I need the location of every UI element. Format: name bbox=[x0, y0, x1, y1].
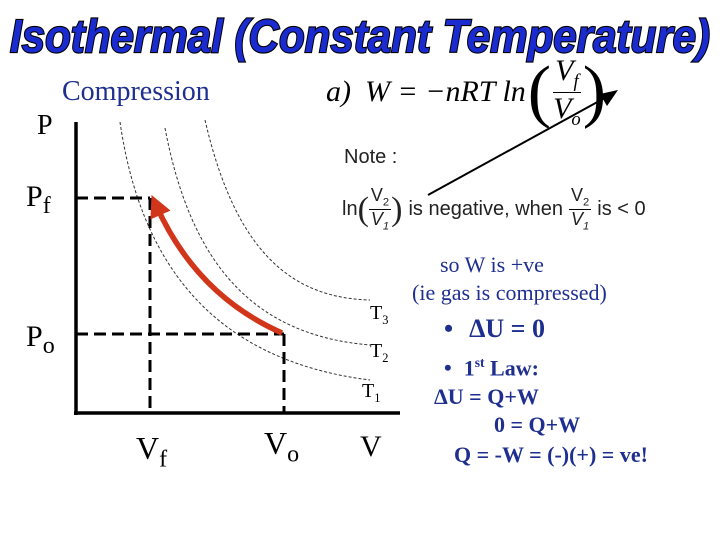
page-title: Isothermal (Constant Temperature) bbox=[10, 10, 710, 62]
note-less-than-zero: is < 0 bbox=[597, 198, 646, 221]
note-frac2-num: V2 bbox=[569, 185, 592, 211]
label-t3: T3 bbox=[370, 302, 388, 328]
explanation-line2: (ie gas is compressed) bbox=[412, 280, 607, 305]
label-vo: Vo bbox=[264, 425, 299, 468]
label-vo-sub: o bbox=[287, 441, 300, 468]
note-fraction-2: V2 V1 bbox=[569, 185, 592, 234]
note-is-negative: is negative, when bbox=[408, 198, 564, 221]
label-pf: Pf bbox=[26, 180, 51, 220]
note-v2b: V bbox=[571, 185, 584, 205]
label-vf-main: V bbox=[136, 430, 160, 466]
note-v2b-sub: 2 bbox=[583, 196, 590, 209]
label-pf-sub: f bbox=[42, 193, 51, 219]
label-t3-main: T bbox=[370, 302, 383, 324]
label-pf-main: P bbox=[26, 180, 43, 213]
label-vf: Vf bbox=[136, 430, 167, 473]
formula-label: a) bbox=[326, 75, 351, 108]
isotherm-t3 bbox=[204, 119, 371, 301]
label-t2: T2 bbox=[370, 340, 388, 366]
law-eq3: Q = -W = (-)(+) = ve! bbox=[454, 442, 648, 467]
formula-den-main: V bbox=[553, 91, 572, 125]
note-pointer-arrowhead bbox=[600, 90, 618, 106]
note-v2-sub: 2 bbox=[382, 196, 390, 209]
note-fraction: V2 V1 bbox=[368, 185, 392, 234]
note-v1b: V bbox=[571, 209, 584, 230]
formula-fraction: Vf Vo bbox=[551, 55, 583, 129]
formula-numerator: Vf bbox=[553, 55, 581, 93]
explanation-line1: so W is +ve bbox=[440, 252, 544, 277]
note-inequality: ln ( V2 V1 ) is negative, when V2 V1 is … bbox=[342, 186, 646, 234]
label-t1-sub: 1 bbox=[374, 391, 381, 405]
compression-path bbox=[150, 194, 284, 336]
label-vf-sub: f bbox=[159, 446, 168, 473]
first-law-sup: st bbox=[474, 355, 485, 370]
label-po-sub: o bbox=[42, 333, 55, 359]
delta-u-line: • ΔU = 0 bbox=[444, 314, 545, 344]
isotherm-t2 bbox=[164, 127, 371, 346]
title-banner: Isothermal (Constant Temperature) bbox=[9, 9, 711, 63]
note-ln: ln bbox=[342, 198, 358, 221]
formula-lhs: W = −nRT ln bbox=[365, 75, 526, 108]
work-formula: a) W = −nRT ln ( Vf Vo ) bbox=[326, 52, 606, 132]
note-heading: Note : bbox=[344, 146, 398, 168]
label-po: Po bbox=[26, 320, 55, 360]
first-law-rest: Law: bbox=[490, 355, 539, 381]
first-law-line: • 1st Law: bbox=[444, 355, 539, 381]
note-v1b-sub: 1 bbox=[583, 220, 590, 233]
note-pointer-line bbox=[427, 93, 613, 196]
bullet-2: • bbox=[444, 355, 452, 381]
note-v1: V bbox=[370, 209, 383, 230]
note-v1-sub: 1 bbox=[382, 220, 390, 233]
note-frac-num: V2 bbox=[368, 185, 392, 211]
note-close-paren: ) bbox=[391, 190, 403, 228]
note-frac-den: V1 bbox=[369, 210, 391, 233]
axis-label-p: P bbox=[37, 110, 53, 141]
label-t1: T1 bbox=[362, 380, 380, 406]
note-open-paren: ( bbox=[357, 190, 369, 228]
formula-num-main: V bbox=[555, 53, 574, 87]
formula-close-paren: ) bbox=[582, 53, 607, 130]
axis-label-v: V bbox=[360, 430, 382, 463]
label-t1-main: T bbox=[362, 380, 375, 402]
label-vo-main: V bbox=[264, 425, 288, 461]
note-v2: V bbox=[370, 185, 383, 205]
isotherm-t1 bbox=[119, 121, 371, 381]
label-t3-sub: 3 bbox=[382, 313, 389, 327]
formula-open-paren: ( bbox=[527, 53, 552, 130]
delta-u-zero: ΔU = 0 bbox=[469, 314, 546, 343]
first-law-num: 1 bbox=[463, 355, 475, 381]
subtitle: Compression bbox=[62, 76, 210, 107]
note-frac2-den: V1 bbox=[569, 210, 591, 233]
formula-denominator: Vo bbox=[551, 91, 583, 130]
bullet-1: • bbox=[444, 314, 454, 343]
law-eq2: 0 = Q+W bbox=[494, 412, 581, 437]
label-t2-main: T bbox=[370, 340, 383, 362]
formula-den-sub: o bbox=[571, 108, 581, 130]
law-eq1: ΔU = Q+W bbox=[434, 384, 539, 409]
label-t2-sub: 2 bbox=[382, 351, 389, 365]
label-po-main: P bbox=[26, 320, 43, 353]
formula-num-sub: f bbox=[573, 70, 579, 92]
